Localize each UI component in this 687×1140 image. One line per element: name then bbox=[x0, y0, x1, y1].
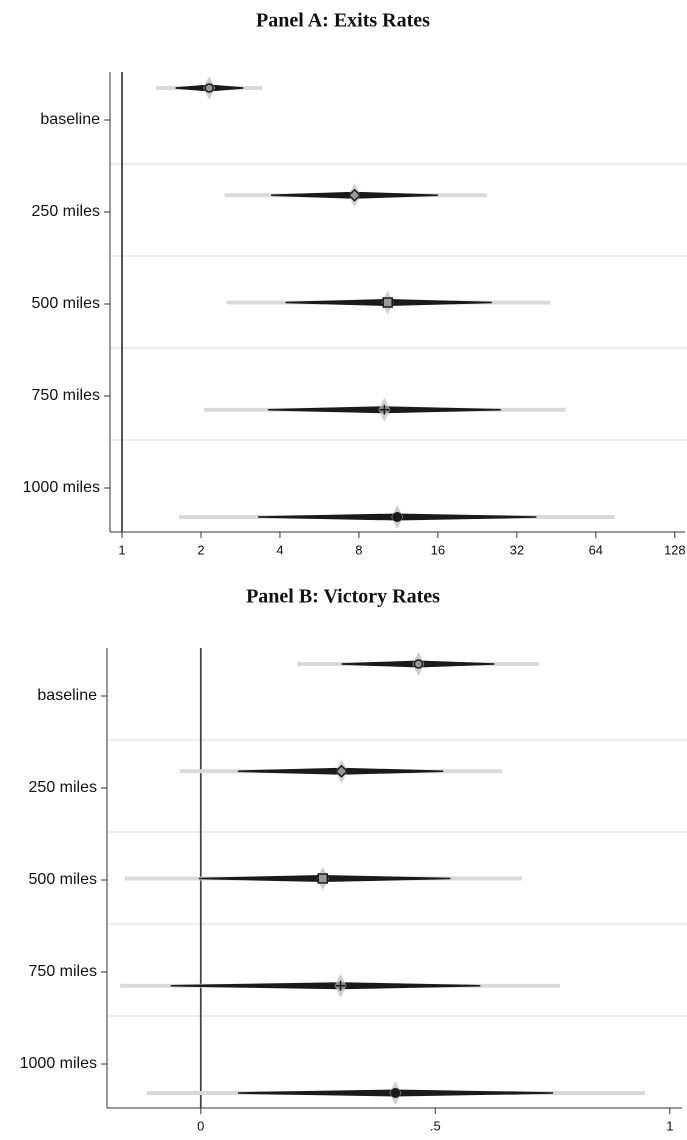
y-tick-label: 750 miles bbox=[32, 387, 100, 404]
ci-inner bbox=[170, 982, 481, 990]
x-tick-label: 64 bbox=[589, 542, 603, 557]
x-tick-label: 16 bbox=[431, 542, 445, 557]
estimate bbox=[392, 512, 403, 522]
estimate bbox=[379, 404, 390, 415]
estimate bbox=[390, 1088, 401, 1098]
estimate bbox=[204, 83, 214, 93]
y-tick-label: 1000 miles bbox=[23, 479, 100, 496]
x-tick-label: 32 bbox=[510, 542, 524, 557]
panel-title: Panel B: Victory Rates bbox=[246, 586, 440, 608]
y-tick-label: 250 miles bbox=[32, 203, 100, 220]
panel-title: Panel A: Exits Rates bbox=[256, 10, 430, 32]
estimate bbox=[413, 659, 424, 669]
x-tick-label: 8 bbox=[355, 542, 362, 557]
y-tick-label: 1000 miles bbox=[20, 1055, 97, 1072]
y-tick-label: 750 miles bbox=[29, 963, 97, 980]
x-tick-label: 4 bbox=[276, 542, 283, 557]
x-tick-label: .5 bbox=[430, 1118, 441, 1133]
x-tick-label: 1 bbox=[666, 1118, 673, 1133]
estimate bbox=[382, 297, 393, 308]
estimate bbox=[317, 873, 328, 884]
x-tick-label: 1 bbox=[118, 542, 125, 557]
y-tick-label: 250 miles bbox=[29, 779, 97, 796]
y-tick-label: baseline bbox=[40, 111, 100, 128]
estimate bbox=[347, 188, 362, 202]
x-tick-label: 2 bbox=[197, 542, 204, 557]
estimate bbox=[335, 980, 346, 991]
x-tick-label: 0 bbox=[197, 1118, 204, 1133]
x-tick-label: 128 bbox=[664, 542, 686, 557]
estimate bbox=[334, 764, 349, 778]
y-tick-label: baseline bbox=[37, 687, 97, 704]
y-tick-label: 500 miles bbox=[29, 871, 97, 888]
y-tick-label: 500 miles bbox=[32, 295, 100, 312]
